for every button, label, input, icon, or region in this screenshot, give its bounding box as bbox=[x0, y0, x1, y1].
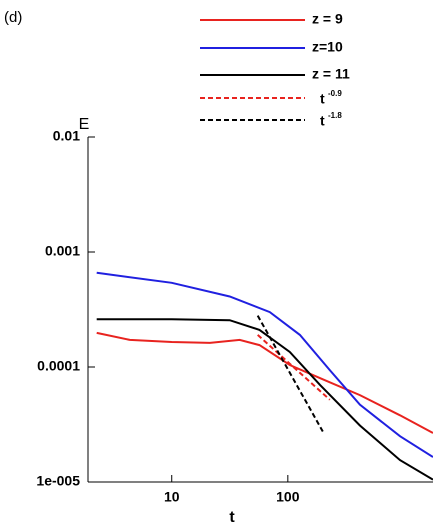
legend-exponent: -1.8 bbox=[328, 111, 342, 120]
x-tick-label: 100 bbox=[276, 489, 300, 505]
series-line bbox=[96, 331, 433, 434]
y-tick-label: 0.0001 bbox=[37, 358, 80, 374]
legend-label: z = 11 bbox=[312, 66, 350, 82]
legend-label: t bbox=[320, 91, 325, 107]
legend-exponent: -0.9 bbox=[328, 89, 342, 98]
y-axis-label: E bbox=[79, 116, 90, 133]
y-tick-label: 1e-005 bbox=[36, 473, 80, 489]
legend-label: z=10 bbox=[312, 39, 343, 55]
series-line bbox=[256, 315, 324, 432]
series-line bbox=[257, 334, 331, 401]
y-tick-label: 0.001 bbox=[45, 243, 80, 259]
x-tick-label: 10 bbox=[164, 489, 180, 505]
legend-label: z = 9 bbox=[312, 11, 343, 27]
legend-label: t bbox=[320, 113, 325, 129]
panel-label: (d) bbox=[4, 9, 22, 26]
x-axis-label: t bbox=[229, 509, 235, 526]
series-line bbox=[96, 271, 433, 458]
series-line bbox=[96, 318, 433, 481]
y-tick-label: 0.01 bbox=[53, 128, 80, 144]
